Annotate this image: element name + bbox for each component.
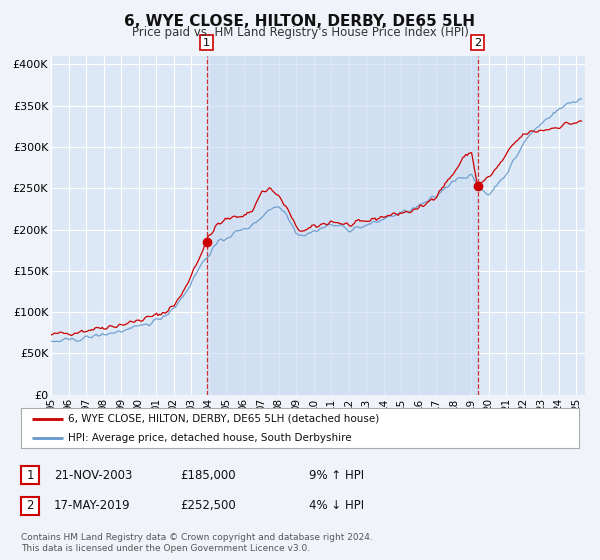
Text: Price paid vs. HM Land Registry's House Price Index (HPI): Price paid vs. HM Land Registry's House …	[131, 26, 469, 39]
Bar	[206, 56, 478, 395]
Text: This data is licensed under the Open Government Licence v3.0.: This data is licensed under the Open Gov…	[21, 544, 310, 553]
Text: 1: 1	[26, 469, 34, 482]
Text: 2: 2	[474, 38, 481, 48]
Text: 21-NOV-2003: 21-NOV-2003	[54, 469, 133, 482]
Text: Contains HM Land Registry data © Crown copyright and database right 2024.: Contains HM Land Registry data © Crown c…	[21, 533, 373, 542]
Text: 9% ↑ HPI: 9% ↑ HPI	[309, 469, 364, 482]
Text: £252,500: £252,500	[180, 500, 236, 512]
Text: 4% ↓ HPI: 4% ↓ HPI	[309, 500, 364, 512]
Text: 6, WYE CLOSE, HILTON, DERBY, DE65 5LH (detached house): 6, WYE CLOSE, HILTON, DERBY, DE65 5LH (d…	[68, 414, 380, 424]
Text: 1: 1	[203, 38, 210, 48]
Text: 17-MAY-2019: 17-MAY-2019	[54, 500, 131, 512]
Text: 6, WYE CLOSE, HILTON, DERBY, DE65 5LH: 6, WYE CLOSE, HILTON, DERBY, DE65 5LH	[125, 14, 476, 29]
Text: 2: 2	[26, 500, 34, 512]
Text: HPI: Average price, detached house, South Derbyshire: HPI: Average price, detached house, Sout…	[68, 432, 352, 442]
Text: £185,000: £185,000	[180, 469, 236, 482]
